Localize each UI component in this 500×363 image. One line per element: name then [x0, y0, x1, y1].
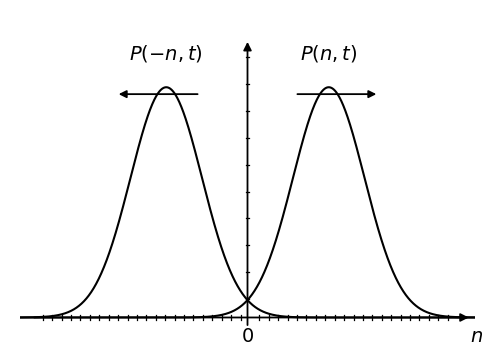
- Text: $0$: $0$: [241, 328, 254, 346]
- Text: $P(-n,t)$: $P(-n,t)$: [130, 43, 203, 64]
- Text: $P(n,t)$: $P(n,t)$: [300, 43, 358, 64]
- Text: $n$: $n$: [470, 328, 484, 346]
